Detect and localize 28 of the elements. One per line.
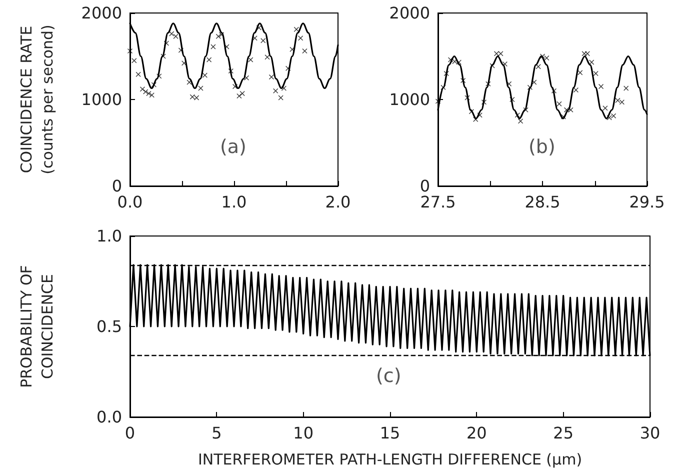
y-tick-label: 2000 [389, 4, 430, 22]
x-tick-label: 29.5 [629, 192, 665, 212]
x-tick-label: 15 [380, 424, 400, 442]
y-axis-title: COINCIDENCE RATE (counts per second) [18, 24, 56, 174]
annotation: (b) [528, 136, 556, 158]
x-axis-title: INTERFEROMETER PATH-LENGTH DIFFERENCE (μm) [198, 450, 582, 468]
y-tick-label: 0.5 [96, 317, 122, 336]
x-tick-label: 27.5 [420, 192, 456, 212]
y-tick-label: 0.0 [96, 408, 122, 426]
x-tick-label: 30 [640, 424, 660, 442]
annotation: (c) [376, 364, 402, 387]
x-tick-label: 25 [553, 424, 574, 442]
x-tick-label: 28.5 [524, 192, 560, 212]
y-tick-label: 0 [112, 176, 122, 196]
annotation: (a) [220, 136, 246, 158]
x-tick-label: 10 [293, 424, 314, 442]
x-tick-label: 20 [466, 424, 487, 442]
y-tick-label: 1000 [81, 90, 122, 109]
y-tick-label: 0 [420, 176, 430, 196]
x-tick-label: 0.0 [117, 192, 143, 212]
y-tick-label: 1000 [389, 90, 430, 109]
x-tick-label: 2.0 [325, 192, 351, 212]
x-tick-label: 1.0 [221, 192, 247, 212]
x-tick-label: 0 [124, 424, 136, 442]
y-tick-label: 2000 [81, 4, 122, 22]
x-tick-label: 5 [212, 424, 222, 442]
y-tick-label: 1.0 [96, 226, 122, 246]
y-axis-title: PROBABILITY OF COINCIDENCE [18, 265, 56, 388]
